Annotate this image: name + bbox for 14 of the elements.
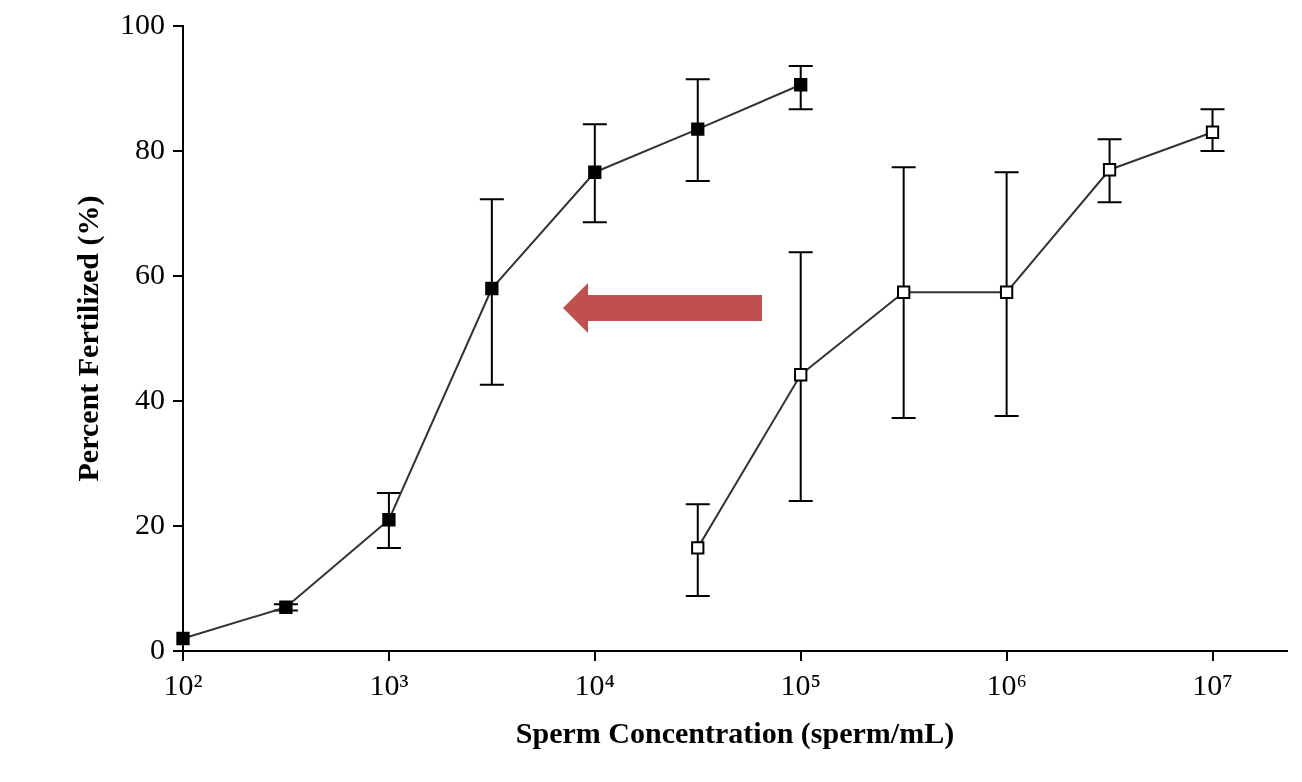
x-axis-title: Sperm Concentration (sperm/mL)	[515, 715, 955, 750]
x-tick-label: 10²	[163, 667, 203, 701]
y-tick-label: 0	[150, 631, 165, 665]
y-tick-label: 100	[120, 6, 165, 40]
x-tick-label: 10⁶	[986, 667, 1027, 701]
y-tick-label: 60	[135, 256, 165, 290]
x-tick-label: 10⁴	[574, 667, 616, 701]
y-axis-title: Percent Fertilized (%)	[70, 195, 105, 482]
y-tick-label: 20	[135, 506, 165, 540]
x-tick-label: 10⁵	[780, 667, 821, 701]
x-tick-label: 10³	[369, 667, 409, 701]
y-tick-label: 40	[135, 381, 165, 415]
y-tick-label: 80	[135, 131, 165, 165]
x-tick-label: 10⁷	[1192, 667, 1233, 701]
